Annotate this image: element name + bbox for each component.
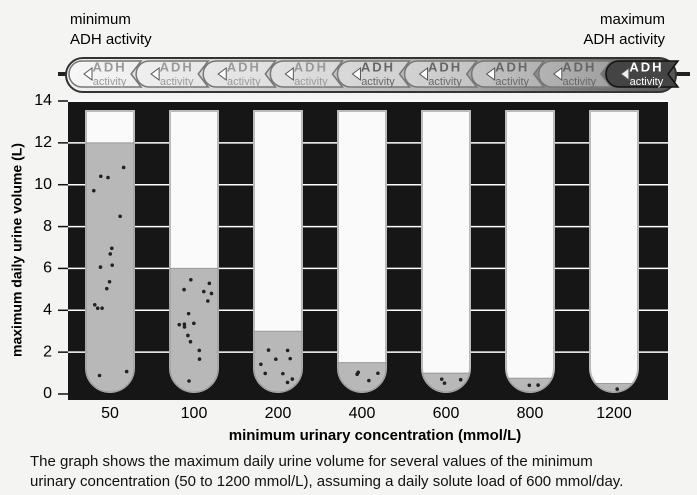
particle (93, 303, 97, 307)
y-tick-label: 14 (34, 92, 52, 109)
adh-label: ADH (629, 59, 663, 74)
adh-sublabel: activity (227, 76, 261, 88)
adh-sublabel: activity (294, 76, 328, 88)
tube (506, 111, 554, 392)
particle (263, 372, 267, 376)
particle (376, 371, 380, 375)
x-tick-label: 200 (265, 405, 292, 422)
particle (286, 381, 290, 385)
adh-sublabel: activity (93, 76, 127, 88)
particle (182, 288, 186, 292)
adh-sublabel: activity (630, 76, 664, 88)
particle (99, 265, 103, 269)
particle (208, 282, 212, 286)
particle (202, 290, 206, 294)
y-tick-label: 0 (43, 385, 52, 402)
particle (267, 348, 271, 352)
particle (100, 306, 104, 310)
particle (615, 387, 619, 391)
particle (281, 372, 285, 376)
particle (443, 381, 447, 385)
y-axis-label: maximum daily urine volume (L) (9, 143, 25, 357)
tube (590, 111, 638, 392)
particle (291, 377, 295, 381)
particle (536, 383, 540, 387)
particle (105, 287, 109, 291)
y-tick-label: 2 (43, 343, 52, 360)
y-tick-label: 4 (43, 302, 52, 319)
particle (96, 306, 100, 310)
particle (274, 357, 278, 361)
particle (459, 378, 463, 382)
x-tick-label: 50 (101, 405, 119, 422)
adh-sublabel: activity (428, 76, 462, 88)
caption: The graph shows the maximum daily urine … (30, 452, 690, 472)
adh-label: ADH (495, 59, 529, 74)
x-tick-label: 600 (433, 405, 460, 422)
max-label: maximum (600, 11, 665, 28)
liquid (254, 331, 302, 392)
particle (125, 370, 129, 374)
particle (356, 371, 360, 375)
adh-label: ADH (294, 59, 328, 74)
particle (210, 292, 214, 296)
particle (189, 278, 193, 282)
caption: urinary concentration (50 to 1200 mmol/L… (30, 472, 690, 492)
particle (110, 263, 114, 267)
y-tick-label: 12 (34, 134, 52, 151)
particle (118, 215, 122, 219)
particle (206, 299, 210, 303)
particle (99, 174, 103, 178)
adh-sublabel: activity (160, 76, 194, 88)
particle (186, 334, 190, 338)
x-tick-label: 1200 (596, 405, 632, 422)
adh-label: ADH (562, 59, 596, 74)
tube (422, 111, 470, 392)
adh-label: ADH (160, 59, 194, 74)
particle (122, 166, 126, 170)
chart: minimum ADH activity maximum ADH activit… (0, 0, 697, 450)
particle (187, 379, 191, 383)
y-tick-label: 8 (43, 218, 52, 235)
particle (197, 349, 201, 353)
particle (183, 325, 187, 329)
particle (528, 384, 532, 388)
adh-sublabel: activity (361, 76, 395, 88)
particle (288, 357, 292, 361)
y-tick-label: 10 (34, 176, 52, 193)
particle (286, 349, 290, 353)
particle (98, 374, 102, 378)
particle (106, 176, 110, 180)
adh-sublabel: activity (563, 76, 597, 88)
particle (259, 362, 263, 366)
x-tick-label: 800 (517, 405, 544, 422)
particle (367, 379, 371, 383)
x-axis-label: minimum urinary concentration (mmol/L) (229, 427, 522, 444)
particle (189, 340, 193, 344)
adh-label: ADH (428, 59, 462, 74)
particle (108, 252, 112, 256)
min-label: ADH activity (70, 31, 152, 48)
adh-label: ADH (227, 59, 261, 74)
x-tick-label: 400 (349, 405, 376, 422)
x-tick-label: 100 (181, 405, 208, 422)
page: {"chart_data": { "type": "tube", "min_la… (0, 0, 697, 495)
particle (110, 246, 114, 250)
adh-label: ADH (361, 59, 395, 74)
particle (198, 357, 202, 361)
particle (192, 322, 196, 326)
liquid (86, 143, 134, 392)
particle (440, 377, 444, 381)
tube (338, 111, 386, 392)
adh-sublabel: activity (495, 76, 529, 88)
adh-label: ADH (92, 59, 126, 74)
particle (92, 189, 96, 193)
liquid (170, 268, 218, 392)
max-label: ADH activity (583, 31, 665, 48)
particle (187, 312, 191, 316)
particle (177, 323, 181, 327)
min-label: minimum (70, 11, 131, 28)
particle (108, 280, 112, 284)
y-tick-label: 6 (43, 260, 52, 277)
